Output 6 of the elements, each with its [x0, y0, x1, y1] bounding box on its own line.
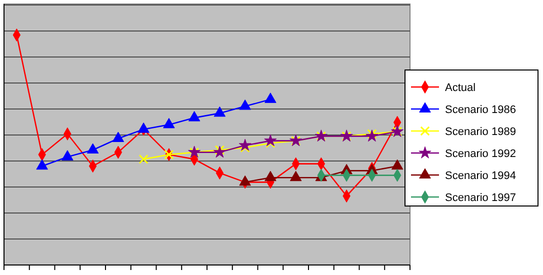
- legend-label: Scenario 1992: [445, 148, 516, 160]
- legend-label: Scenario 1989: [445, 126, 516, 138]
- legend-label: Scenario 1997: [445, 192, 516, 204]
- legend-label: Scenario 1994: [445, 170, 516, 182]
- legend-label: Scenario 1986: [445, 104, 516, 116]
- legend-label: Actual: [445, 82, 476, 94]
